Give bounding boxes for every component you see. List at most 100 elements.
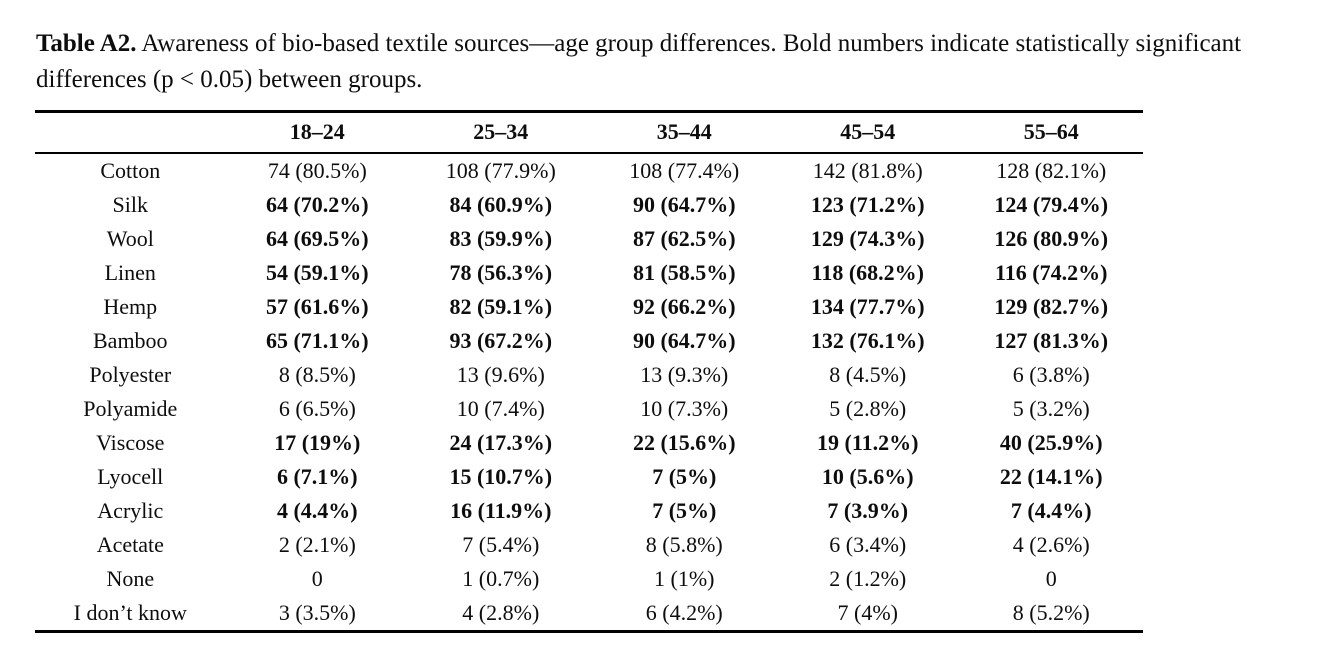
- table-cell: 108 (77.4%): [629, 158, 740, 183]
- table-cell: 6 (6.5%): [278, 396, 356, 421]
- table-cell: 2 (1.2%): [829, 566, 907, 591]
- table-row: None 0 1 (0.7%) 1 (1%) 2 (1.2%) 0: [35, 562, 1143, 596]
- table-cell: 118 (68.2%): [811, 260, 924, 285]
- table-cell: 8 (5.8%): [645, 532, 723, 557]
- table-cell: 82 (59.1%): [449, 294, 553, 319]
- table-row: Cotton 74 (80.5%) 108 (77.9%) 108 (77.4%) 14…: [35, 153, 1143, 188]
- row-label: Viscose: [96, 430, 165, 455]
- table-cell: 8 (8.5%): [278, 362, 356, 387]
- table-cell: 7 (5.4%): [462, 532, 540, 557]
- table-cell: 24 (17.3%): [449, 430, 553, 455]
- row-label: Silk: [112, 192, 149, 217]
- table-row: Lyocell 6 (7.1%) 15 (10.7%) 7 (5%) 10 (5.6%)…: [35, 460, 1143, 494]
- table-cell: 132 (76.1%): [810, 328, 925, 353]
- table-cell: 90 (64.7%): [632, 192, 736, 217]
- table-cell: 7 (4.4%): [1010, 498, 1092, 523]
- table-cell: 6 (3.8%): [1012, 362, 1090, 387]
- table-row: Linen 54 (59.1%) 78 (56.3%) 81 (58.5%) 118 (…: [35, 256, 1143, 290]
- table-row: Wool 64 (69.5%) 83 (59.9%) 87 (62.5%) 129 (7…: [35, 222, 1143, 256]
- table-cell: 16 (11.9%): [450, 498, 552, 523]
- table-cell: 92 (66.2%): [632, 294, 736, 319]
- table-cell: 0: [1045, 566, 1057, 591]
- table-cell: 90 (64.7%): [632, 328, 736, 353]
- column-header-35-44: 35–44: [592, 111, 777, 154]
- table-cell: 22 (14.1%): [999, 464, 1103, 489]
- row-label: Acrylic: [97, 498, 164, 523]
- table-row: Acetate 2 (2.1%) 7 (5.4%) 8 (5.8%) 6 (3.4%) 4…: [35, 528, 1143, 562]
- column-header-45-54: 45–54: [776, 111, 960, 154]
- row-label: Polyester: [89, 362, 172, 387]
- column-header-25-34: 25–34: [409, 111, 593, 154]
- table-caption-label: Table A2.: [36, 30, 137, 57]
- table-cell: 1 (1%): [654, 566, 715, 591]
- table-cell: 84 (60.9%): [449, 192, 553, 217]
- row-label: None: [106, 566, 155, 591]
- table-row: Bamboo 65 (71.1%) 93 (67.2%) 90 (64.7%) 132 …: [35, 324, 1143, 358]
- table-cell: 10 (7.4%): [456, 396, 545, 421]
- row-label: Lyocell: [97, 464, 164, 489]
- table-cell: 7 (4%): [837, 600, 898, 625]
- table-row: Polyester 8 (8.5%) 13 (9.6%) 13 (9.3%) 8 (4.…: [35, 358, 1143, 392]
- table-body: Cotton 74 (80.5%) 108 (77.9%) 108 (77.4%) 14…: [35, 153, 1143, 632]
- row-label: Hemp: [103, 294, 158, 319]
- table-cell: 0: [311, 566, 323, 591]
- table-cell: 7 (5%): [652, 498, 717, 523]
- table-cell: 13 (9.3%): [640, 362, 729, 387]
- table-cell: 7 (3.9%): [827, 498, 909, 523]
- table-cell: 7 (5%): [652, 464, 717, 489]
- table-cell: 22 (15.6%): [632, 430, 736, 455]
- table-cell: 108 (77.9%): [445, 158, 556, 183]
- table-cell: 4 (2.8%): [462, 600, 540, 625]
- table-cell: 83 (59.9%): [449, 226, 553, 251]
- table-cell: 6 (7.1%): [276, 464, 358, 489]
- table-cell: 54 (59.1%): [265, 260, 369, 285]
- table-row: Hemp 57 (61.6%) 82 (59.1%) 92 (66.2%) 134 (7…: [35, 290, 1143, 324]
- table-cell: 10 (5.6%): [821, 464, 914, 489]
- row-label-header: [35, 111, 226, 154]
- table-cell: 2 (2.1%): [278, 532, 356, 557]
- table-cell: 5 (2.8%): [829, 396, 907, 421]
- table-cell: 64 (70.2%): [265, 192, 369, 217]
- table-row: Polyamide 6 (6.5%) 10 (7.4%) 10 (7.3%) 5 (2.…: [35, 392, 1143, 426]
- table-row: Silk 64 (70.2%) 84 (60.9%) 90 (64.7%) 123 (7…: [35, 188, 1143, 222]
- awareness-table: 18–24 25–34 35–44 45–54 55–64 Cotton 74 (…: [35, 110, 1143, 633]
- table-cell: 1 (0.7%): [462, 566, 540, 591]
- table-cell: 64 (69.5%): [265, 226, 369, 251]
- table-cell: 142 (81.8%): [812, 158, 923, 183]
- table-cell: 4 (4.4%): [276, 498, 358, 523]
- table-cell: 40 (25.9%): [999, 430, 1103, 455]
- table-cell: 6 (3.4%): [829, 532, 907, 557]
- header-row: 18–24 25–34 35–44 45–54 55–64: [35, 111, 1143, 154]
- row-label: Linen: [104, 260, 156, 285]
- table-cell: 3 (3.5%): [278, 600, 356, 625]
- table-cell: 19 (11.2%): [817, 430, 919, 455]
- table-cell: 129 (82.7%): [994, 294, 1109, 319]
- table-cell: 8 (5.2%): [1012, 600, 1090, 625]
- table-cell: 57 (61.6%): [265, 294, 369, 319]
- table-row: I don’t know 3 (3.5%) 4 (2.8%) 6 (4.2%) 7 (4…: [35, 596, 1143, 632]
- table-cell: 116 (74.2%): [995, 260, 1108, 285]
- row-label: Cotton: [100, 158, 161, 183]
- table-cell: 5 (3.2%): [1012, 396, 1090, 421]
- row-label: Wool: [106, 226, 154, 251]
- table-cell: 78 (56.3%): [449, 260, 553, 285]
- row-label: Acetate: [96, 532, 164, 557]
- table-cell: 123 (71.2%): [810, 192, 925, 217]
- table-cell: 8 (4.5%): [829, 362, 907, 387]
- table-row: Acrylic 4 (4.4%) 16 (11.9%) 7 (5%) 7 (3.9%) 7…: [35, 494, 1143, 528]
- table-caption: Table A2. Awareness of bio-based textile…: [36, 26, 1308, 97]
- column-header-55-64: 55–64: [959, 111, 1143, 154]
- table-cell: 128 (82.1%): [996, 158, 1107, 183]
- row-label: Bamboo: [93, 328, 168, 353]
- table-cell: 134 (77.7%): [810, 294, 925, 319]
- table-cell: 124 (79.4%): [994, 192, 1109, 217]
- column-header-18-24: 18–24: [225, 111, 410, 154]
- table-cell: 10 (7.3%): [640, 396, 729, 421]
- table-cell: 126 (80.9%): [994, 226, 1109, 251]
- table-cell: 87 (62.5%): [632, 226, 736, 251]
- table-cell: 74 (80.5%): [267, 158, 367, 183]
- table-cell: 4 (2.6%): [1012, 532, 1090, 557]
- table-cell: 13 (9.6%): [456, 362, 545, 387]
- table-row: Viscose 17 (19%) 24 (17.3%) 22 (15.6%) 19 (1…: [35, 426, 1143, 460]
